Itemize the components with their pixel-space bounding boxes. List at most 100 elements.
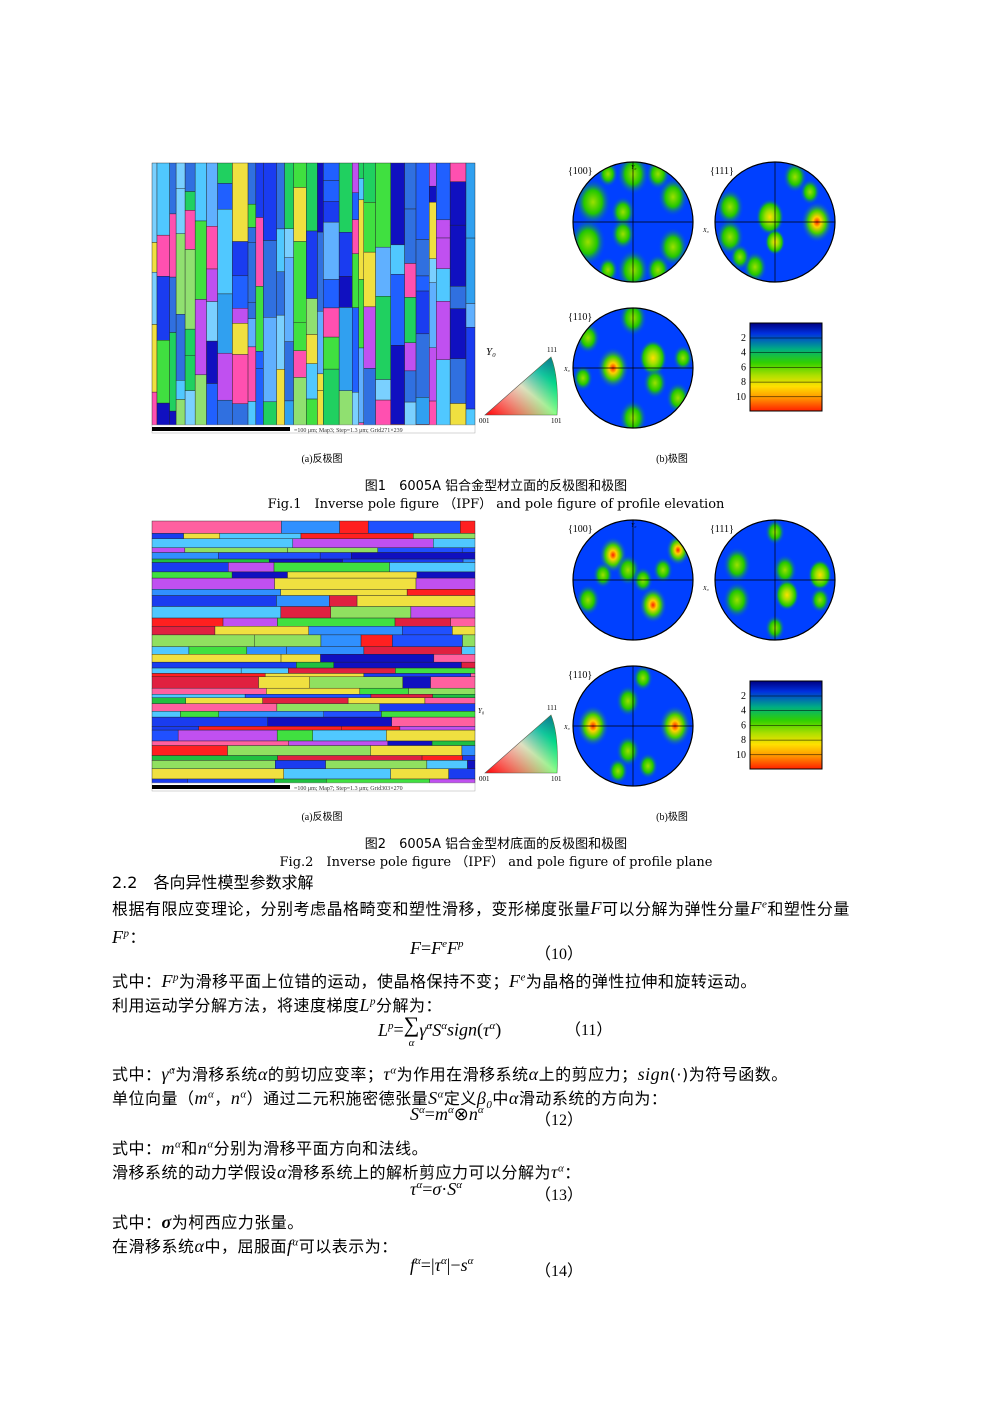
grain	[391, 716, 476, 727]
grain	[431, 740, 476, 746]
text: ，	[214, 1089, 231, 1108]
grain	[363, 368, 376, 426]
grain	[404, 208, 417, 264]
grain	[312, 729, 387, 742]
grain	[151, 726, 199, 731]
math: L	[378, 1019, 389, 1040]
scale-bar	[152, 785, 290, 789]
grain	[151, 271, 158, 325]
grain	[151, 589, 281, 596]
grain	[262, 697, 349, 704]
grain	[151, 606, 282, 619]
math-term: Fe	[509, 971, 526, 991]
grain	[325, 760, 428, 770]
pole-label: {111}	[710, 166, 734, 177]
ipf-corner: 001	[479, 775, 490, 783]
grain	[268, 558, 343, 563]
grain	[284, 257, 294, 342]
math-term: Fe	[751, 898, 768, 918]
grain	[151, 745, 228, 756]
grain	[320, 634, 362, 647]
equation-number: （10）	[535, 946, 584, 963]
grain	[188, 646, 248, 655]
superscript: α	[169, 1064, 176, 1077]
grain	[386, 729, 476, 742]
grain	[465, 303, 476, 328]
grain	[352, 192, 359, 220]
math-term: Sα	[428, 1088, 444, 1108]
density-blob	[643, 367, 667, 399]
math-term: τα	[435, 1255, 447, 1275]
grain	[169, 410, 177, 426]
superscript: p	[173, 971, 180, 984]
math-term: τα	[410, 1179, 422, 1199]
grain	[404, 342, 417, 372]
grain	[151, 547, 186, 553]
grain	[169, 276, 177, 333]
superscript: p	[370, 995, 377, 1008]
math: sign	[637, 1064, 670, 1084]
math-term: mα	[195, 1088, 215, 1108]
grain	[306, 334, 318, 364]
pole-density	[576, 534, 690, 624]
body-line: 单位向量（mα，nα）通过二元积施密德张量Sα定义β0中α滑动系统的方向为：	[112, 1085, 667, 1111]
grain	[284, 400, 294, 426]
grain	[360, 634, 393, 647]
grain	[287, 571, 418, 579]
grain	[404, 162, 417, 210]
text: 和塑性分量	[767, 899, 850, 919]
grain	[416, 571, 476, 579]
panel-label: (b)极图	[656, 452, 688, 465]
math: f	[286, 1236, 293, 1256]
grain	[406, 589, 476, 596]
grain	[151, 391, 158, 426]
math: F	[447, 938, 459, 958]
grain	[287, 547, 379, 553]
grain	[151, 667, 242, 674]
grain	[206, 162, 218, 227]
grain	[276, 228, 285, 273]
text: 单位向量（	[112, 1089, 195, 1108]
grain	[151, 703, 278, 712]
grain	[352, 162, 359, 193]
grain	[247, 162, 257, 205]
grain	[151, 673, 266, 677]
grain	[415, 290, 430, 335]
text: 分解为：	[376, 996, 443, 1015]
grain	[169, 162, 177, 215]
density-blob	[775, 579, 799, 611]
pole-label: {100}	[568, 166, 593, 177]
colorbar-label: 10	[736, 392, 746, 403]
math: α	[194, 1236, 205, 1256]
grain	[430, 676, 476, 689]
scale-text: =100 μm; Map3; Step=1.3 μm; Grid271×239	[294, 428, 403, 434]
grain	[217, 208, 233, 295]
math: n	[197, 1138, 208, 1158]
grain	[415, 239, 430, 277]
grain	[151, 538, 294, 549]
text: 式中：	[112, 1065, 162, 1084]
grain	[410, 606, 476, 619]
grain	[293, 241, 307, 323]
pole-axis-label: Y₀	[631, 165, 636, 171]
math-term: fα	[286, 1236, 299, 1256]
pole-rim	[572, 519, 694, 641]
grain	[280, 654, 321, 663]
math-term: Fp	[447, 938, 464, 958]
grain	[151, 654, 282, 663]
ipf-corner: 111	[547, 346, 557, 354]
grain	[244, 694, 372, 698]
grain	[338, 390, 353, 426]
grain	[449, 403, 467, 426]
body-line: 式中：Fp为滑移平面上位错的运动，使晶格保持不变；Fe为晶格的弹性拉伸和旋转运动…	[112, 968, 757, 992]
grain	[206, 226, 218, 270]
grain	[277, 617, 396, 627]
grain	[462, 634, 476, 647]
caption-zh: 图2 6005A 铝合金型材底面的反极图和极图	[364, 837, 628, 852]
grain	[429, 400, 437, 426]
superscript: α	[419, 1104, 425, 1116]
grain	[228, 562, 275, 573]
grain	[358, 199, 364, 280]
sum: ∑ α	[404, 1014, 420, 1049]
density-blob	[576, 584, 600, 616]
